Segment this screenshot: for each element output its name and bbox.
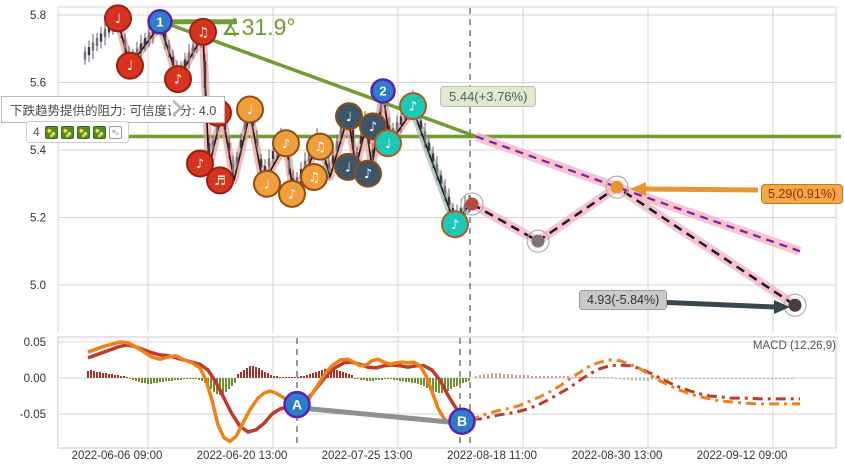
note-marker-glyph: ♩ — [385, 137, 391, 152]
note-marker-red[interactable] — [206, 166, 234, 195]
orange-target-price-label[interactable]: 5.29(0.91%) — [761, 184, 844, 204]
rating-icon-empty — [108, 125, 122, 139]
note-marker-orange[interactable] — [300, 163, 328, 191]
macd-badge-label: A — [292, 397, 302, 413]
note-marker-red[interactable] — [116, 51, 144, 80]
note-marker-glyph: ♫ — [314, 140, 326, 155]
forecast-dot-halo — [605, 175, 629, 199]
confidence-rating-value: 4 — [33, 125, 40, 139]
confidence-rating[interactable]: 4 — [26, 121, 129, 143]
forecast-dot-halo — [526, 229, 550, 253]
note-marker-red[interactable] — [104, 4, 132, 33]
note-marker-orange[interactable] — [306, 132, 334, 161]
rating-icon-filled — [92, 125, 106, 139]
note-marker-glyph: ♩ — [346, 110, 352, 125]
rating-icon-filled — [60, 125, 74, 139]
forecast-dot-halo — [460, 192, 484, 216]
macd-badge-B[interactable] — [448, 407, 476, 435]
note-marker-glyph: ♪ — [451, 218, 459, 233]
resistance-price-label[interactable]: 5.44(+3.76%) — [440, 86, 537, 107]
macd-fast-line — [87, 340, 471, 444]
forecast-dot[interactable] — [465, 197, 479, 211]
downtrend-resistance-line[interactable] — [161, 20, 477, 139]
macd-axis-label: 0.05 — [24, 337, 46, 349]
note-marker-red[interactable] — [164, 65, 192, 94]
note-marker-glyph: ♩ — [345, 160, 351, 175]
forecast-paths — [469, 132, 802, 309]
x-axis-label: 2022-06-06 09:00 — [72, 450, 163, 462]
trend-angle-label: ∡31.9° — [221, 14, 296, 40]
note-marker-red[interactable] — [186, 149, 214, 178]
note-marker-glyph: ♪ — [196, 157, 204, 172]
note-marker-glyph: ♪ — [174, 73, 182, 88]
target-arrow — [655, 299, 776, 310]
note-marker-glyph: ♩ — [247, 103, 253, 118]
note-marker-teal[interactable] — [374, 129, 402, 158]
note-marker-dark[interactable] — [354, 159, 382, 188]
price-axis-label: 5.8 — [30, 10, 46, 22]
note-marker-glyph: ♫ — [308, 171, 320, 186]
note-marker-glyph: ♪ — [364, 167, 372, 182]
note-marker-glyph: ♪ — [282, 137, 290, 152]
note-marker-glyph: ♪ — [409, 100, 417, 115]
note-marker-glyph: ♪ — [288, 187, 296, 202]
trend-callout[interactable]: 下跌趋势提供的阻力: 可信度评分: 4.0 — [1, 96, 226, 123]
wave-badge-1[interactable] — [147, 9, 173, 35]
note-marker-orange[interactable] — [278, 179, 306, 208]
note-marker-orange[interactable] — [253, 169, 281, 198]
macd-legend: MACD (12,26,9) — [752, 340, 836, 352]
macd-badge-A[interactable] — [283, 390, 311, 419]
divergence-connector — [296, 405, 463, 426]
note-marker-red[interactable] — [189, 17, 217, 46]
confidence-rating-icons — [44, 125, 122, 139]
macd-signal-line — [87, 343, 473, 434]
note-marker-glyph: ♪ — [369, 120, 377, 135]
price-axis-label: 5.4 — [30, 145, 47, 157]
target-arrow — [644, 186, 759, 193]
macd-axis-label: -0.05 — [20, 409, 46, 421]
price-axis-label: 5.2 — [30, 213, 46, 225]
x-axis-label: 2022-07-25 13:00 — [322, 450, 413, 462]
target-arrowhead — [774, 300, 790, 314]
x-axis-label: 2022-06-20 13:00 — [197, 450, 288, 462]
macd-histogram — [87, 366, 793, 395]
note-marker-teal[interactable] — [399, 92, 427, 121]
x-axis-label: 2022-08-30 13:00 — [572, 450, 663, 462]
note-marker-glyph: ♬ — [214, 174, 226, 189]
note-marker-glyph: ♩ — [115, 12, 121, 27]
note-marker-dark[interactable] — [335, 102, 363, 131]
wave-badge-2[interactable] — [370, 78, 396, 104]
macd-signal-forecast — [472, 363, 800, 421]
rating-icon-filled — [76, 125, 90, 139]
callout-arrow-icon — [171, 101, 179, 115]
x-axis-label: 2022-08-18 11:00 — [447, 450, 537, 462]
macd-axis-label: 0.00 — [24, 373, 46, 385]
dark-target-price-label[interactable]: 4.93(-5.84%) — [579, 290, 668, 310]
note-marker-glyph: ♩ — [264, 177, 270, 192]
rating-icon-filled — [44, 125, 58, 139]
target-arrowhead — [630, 182, 646, 196]
x-axis-label: 2022-09-12 09:00 — [697, 450, 788, 462]
price-axis-label: 5.6 — [30, 78, 46, 90]
macd-badge-label: B — [457, 413, 467, 429]
price-axis-label: 5.0 — [30, 280, 46, 292]
forecast-dot[interactable] — [531, 234, 545, 248]
wave-badge-label: 1 — [156, 14, 163, 29]
note-marker-glyph: ♫ — [197, 25, 209, 40]
note-marker-teal[interactable] — [441, 210, 469, 239]
wave-badge-label: 2 — [379, 83, 386, 98]
forecast-dot[interactable] — [788, 298, 802, 312]
note-marker-orange[interactable] — [236, 95, 264, 124]
forecast-dot[interactable] — [610, 180, 624, 194]
note-marker-orange[interactable] — [272, 129, 300, 158]
note-marker-glyph: ♩ — [127, 59, 133, 74]
